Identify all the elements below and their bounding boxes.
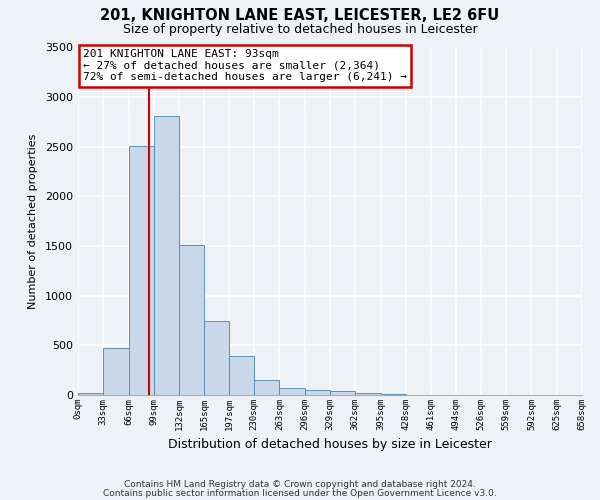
X-axis label: Distribution of detached houses by size in Leicester: Distribution of detached houses by size …: [168, 438, 492, 452]
Bar: [229, 356, 254, 395]
Bar: [330, 390, 355, 395]
Bar: [78, 393, 103, 395]
Bar: [205, 320, 229, 395]
Bar: [380, 394, 406, 395]
Bar: [103, 348, 128, 395]
Bar: [355, 393, 380, 395]
Text: Contains HM Land Registry data © Crown copyright and database right 2024.: Contains HM Land Registry data © Crown c…: [124, 480, 476, 489]
Bar: [128, 146, 154, 395]
Bar: [254, 380, 280, 395]
Text: 201, KNIGHTON LANE EAST, LEICESTER, LE2 6FU: 201, KNIGHTON LANE EAST, LEICESTER, LE2 …: [100, 8, 500, 22]
Text: 201 KNIGHTON LANE EAST: 93sqm
← 27% of detached houses are smaller (2,364)
72% o: 201 KNIGHTON LANE EAST: 93sqm ← 27% of d…: [83, 49, 407, 82]
Text: Contains public sector information licensed under the Open Government Licence v3: Contains public sector information licen…: [103, 489, 497, 498]
Bar: [179, 245, 205, 395]
Bar: [305, 390, 330, 395]
Bar: [154, 116, 179, 395]
Y-axis label: Number of detached properties: Number of detached properties: [28, 134, 38, 309]
Bar: [280, 388, 305, 395]
Text: Size of property relative to detached houses in Leicester: Size of property relative to detached ho…: [122, 22, 478, 36]
